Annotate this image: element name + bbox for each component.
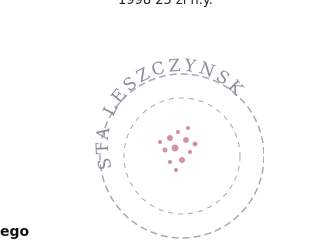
stamp-inner-ring bbox=[124, 98, 240, 214]
text-fragment: ego bbox=[0, 224, 30, 240]
stamp-emblem bbox=[158, 126, 198, 172]
stamp-arc-text: STA LESZCZYNSK bbox=[93, 56, 249, 172]
scan: 1998 25 zł n.y. STA LESZCZYNSK ego bbox=[0, 0, 264, 246]
top-line: 1998 25 zł n.y. bbox=[118, 0, 213, 8]
stamp-text: STA LESZCZYNSK bbox=[93, 56, 249, 172]
page: 1998 25 zł n.y. STA LESZCZYNSK ego (() =… bbox=[0, 0, 264, 246]
